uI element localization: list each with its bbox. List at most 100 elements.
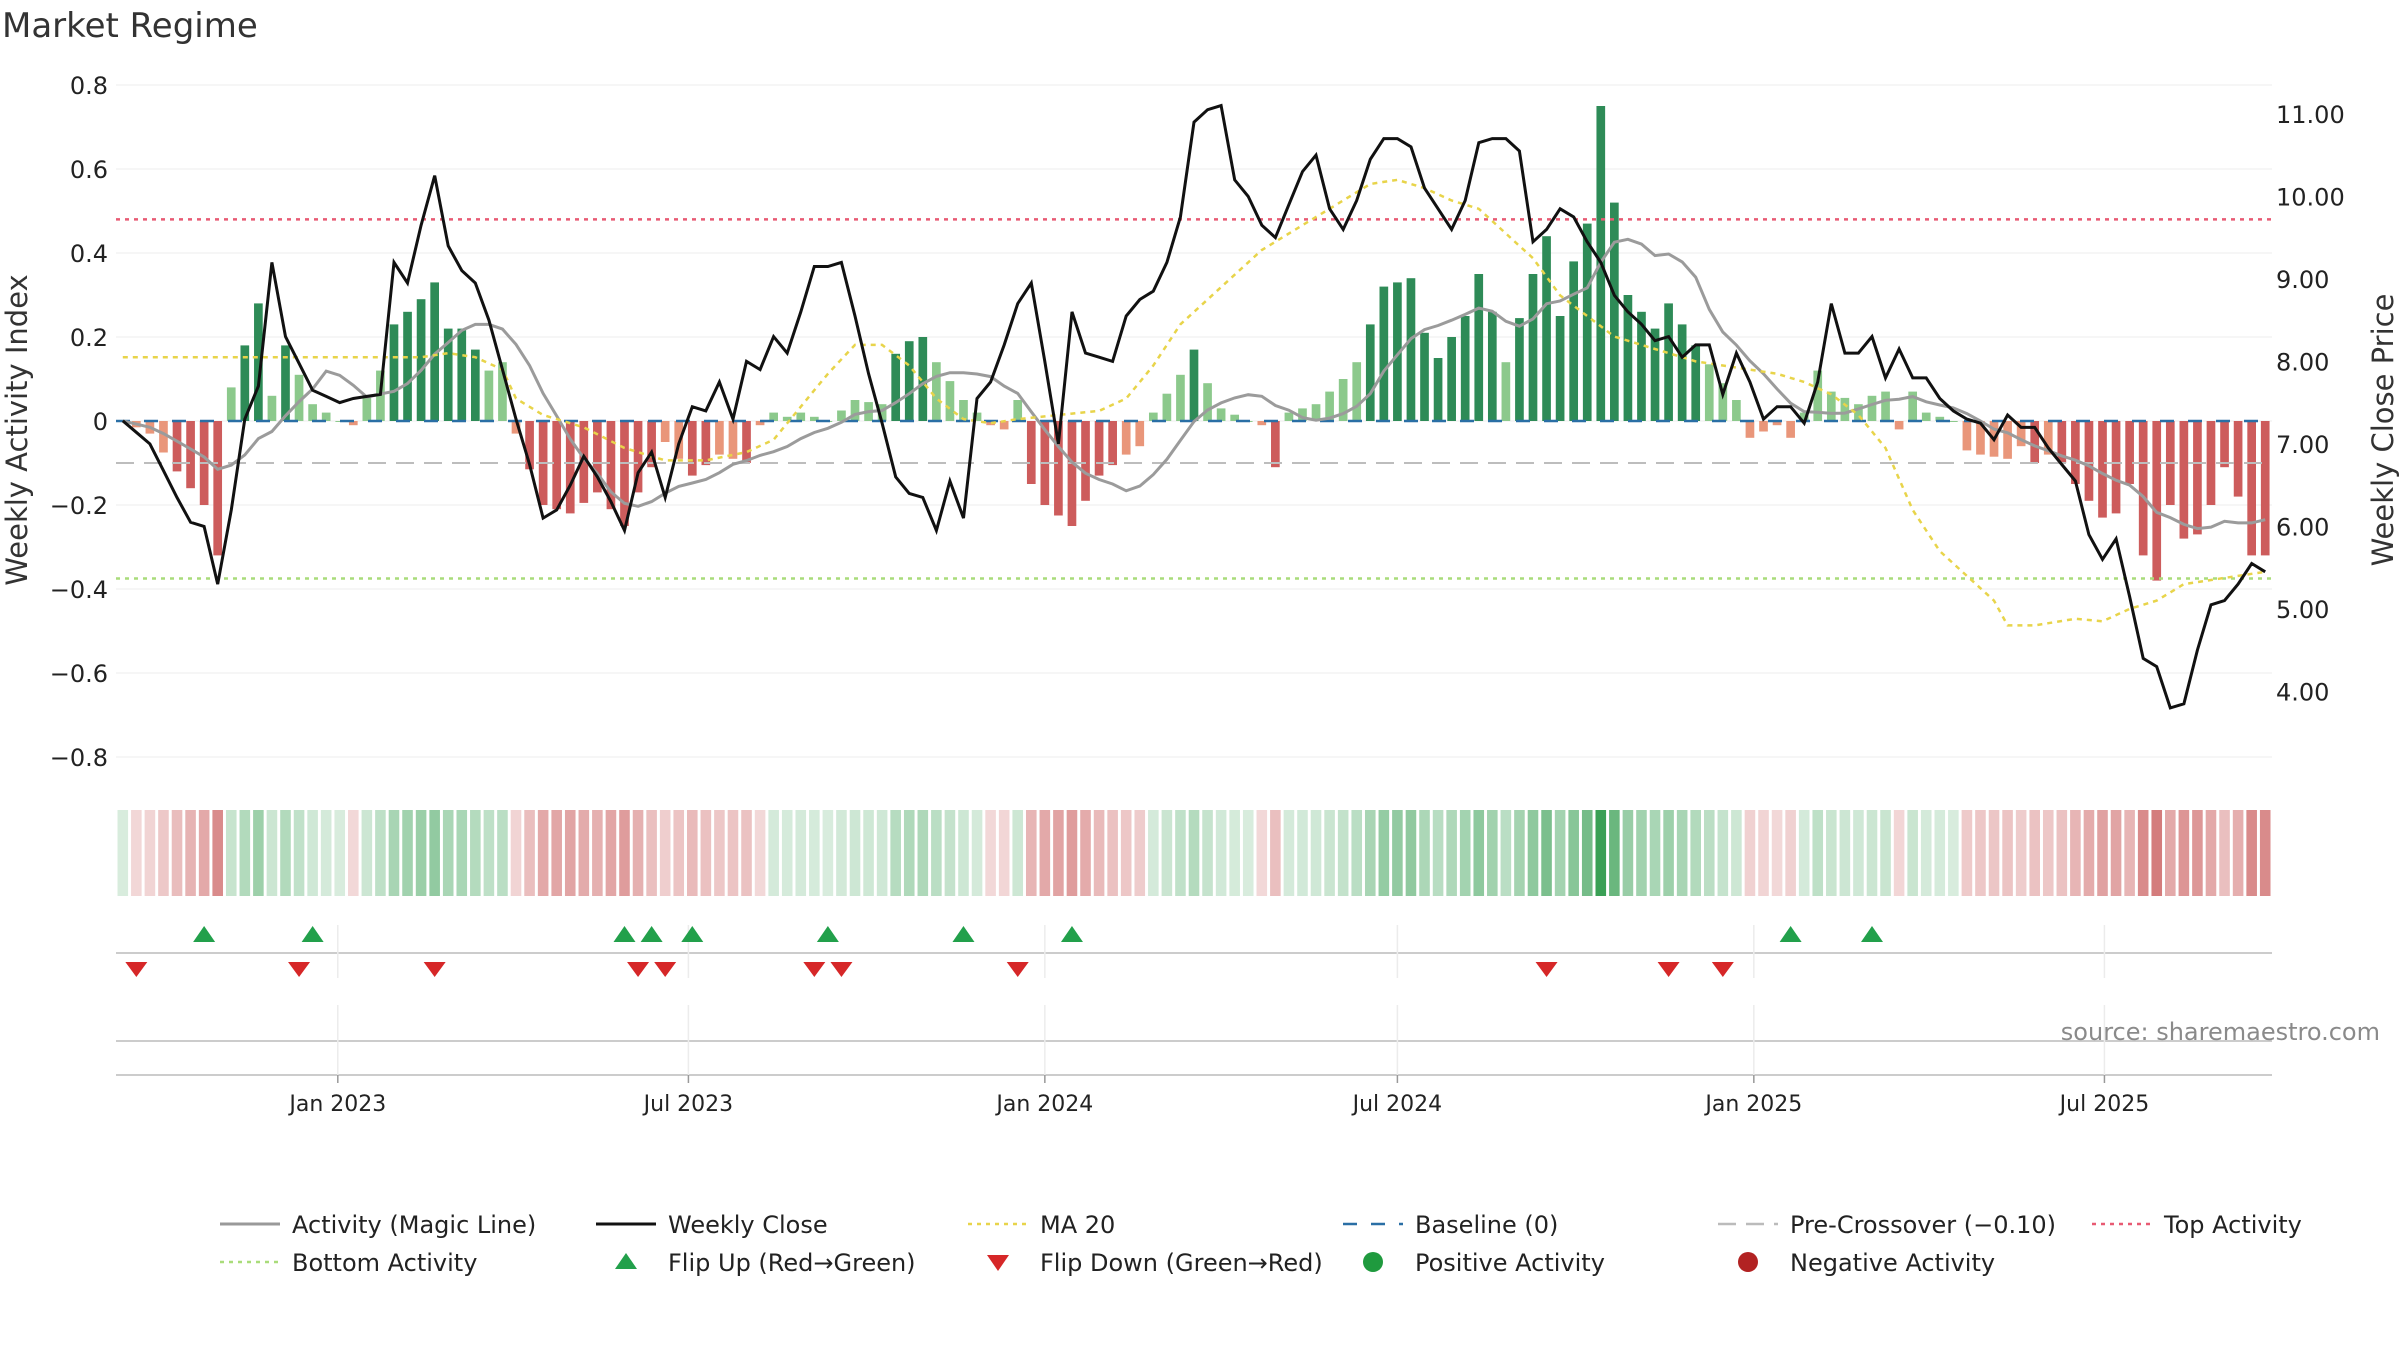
regime-strip-cell — [1961, 810, 1973, 896]
regime-strip-cell — [510, 810, 522, 896]
regime-strip-cell — [1134, 810, 1146, 896]
regime-strip-cell — [809, 810, 820, 896]
activity-bar — [254, 303, 263, 421]
activity-bar — [728, 421, 738, 459]
activity-bar — [1515, 318, 1524, 421]
activity-bar — [877, 404, 887, 421]
regime-strip-cell — [1771, 810, 1783, 896]
activity-bar — [660, 421, 670, 442]
activity-bar — [1148, 412, 1158, 421]
regime-strip-cell — [144, 810, 156, 896]
regime-strip-cell — [2259, 810, 2271, 896]
activity-bar — [850, 400, 860, 421]
activity-bar — [1718, 383, 1728, 421]
activity-bar — [565, 421, 575, 514]
activity-bar — [1894, 421, 1904, 430]
regime-strip-cell — [1473, 810, 1485, 896]
legend-label: Negative Activity — [1790, 1249, 1995, 1277]
activity-bar — [2247, 421, 2256, 556]
regime-strip-cell — [1866, 810, 1878, 896]
activity-bar — [769, 412, 778, 421]
regime-strip-cell — [849, 810, 861, 896]
activity-bar — [579, 421, 589, 503]
regime-strip-cell — [2042, 810, 2054, 896]
regime-strip-cell — [1080, 810, 1091, 896]
activity-bar — [1325, 391, 1334, 421]
activity-bar — [891, 353, 901, 421]
activity-bar — [1949, 421, 1958, 422]
activity-bar — [1081, 421, 1090, 501]
y-tick-label-right: 11.00 — [2276, 101, 2345, 129]
regime-strip-cell — [1893, 810, 1905, 896]
activity-bar — [1094, 421, 1104, 476]
activity-bar — [484, 370, 494, 421]
regime-strip-cell — [1487, 810, 1498, 896]
y-axis-label-right: Weekly Close Price — [2366, 294, 2400, 567]
legend-label: Activity (Magic Line) — [292, 1211, 536, 1239]
activity-bar — [687, 421, 697, 476]
regime-strip-cell — [1934, 810, 1946, 896]
flip-up-marker — [193, 926, 216, 942]
regime-strip-cell — [185, 810, 196, 896]
activity-bar — [620, 421, 629, 526]
y-tick-label-right: 7.00 — [2276, 431, 2329, 459]
regime-strip-cell — [1025, 810, 1037, 896]
regime-strip-cell — [1744, 810, 1756, 896]
regime-strip-cell — [483, 810, 495, 896]
activity-bar — [1677, 324, 1687, 421]
y-tick-label-right: 5.00 — [2276, 596, 2329, 624]
flip-down-marker — [288, 962, 311, 977]
regime-strip-cell — [1188, 810, 1200, 896]
flip-down-marker — [1657, 962, 1680, 977]
regime-strip-cell — [1595, 810, 1607, 896]
activity-bar — [389, 324, 399, 421]
activity-bar — [226, 387, 236, 421]
regime-strip-cell — [415, 810, 427, 896]
activity-bar — [2233, 421, 2243, 497]
x-tick-label: Jan 2024 — [994, 1092, 1093, 1117]
regime-strip-cell — [1256, 810, 1268, 896]
y-tick-label-left: 0 — [93, 408, 108, 436]
activity-bar — [701, 421, 711, 466]
activity-bar — [2084, 421, 2094, 501]
activity-bar — [1420, 332, 1429, 421]
activity-bar — [470, 349, 480, 421]
legend-label: Positive Activity — [1415, 1249, 1605, 1277]
weekly-close-series — [121, 103, 2266, 710]
activity-bar — [2152, 421, 2162, 581]
regime-strip-cell — [1378, 810, 1390, 896]
regime-strip-cell — [334, 810, 346, 896]
regime-strip-cell — [1012, 810, 1024, 896]
regime-strip-cell — [1541, 810, 1552, 896]
activity-bar — [1623, 295, 1633, 421]
flip-down-marker — [1006, 962, 1029, 977]
y-tick-label-left: 0.8 — [70, 72, 108, 100]
regime-strip-cell — [890, 810, 901, 896]
activity-bar — [904, 341, 914, 421]
activity-bar — [1393, 282, 1402, 421]
y-tick-label-left: −0.8 — [50, 744, 108, 772]
regime-strip-cell — [1649, 810, 1661, 896]
regime-strip-cell — [388, 810, 400, 896]
activity-bar — [945, 381, 955, 421]
source-note: source: sharemaestro.com — [2061, 1018, 2380, 1046]
regime-strip-cell — [348, 810, 359, 896]
activity-bar — [1474, 274, 1484, 421]
regime-strip-cell — [958, 810, 969, 896]
activity-bar — [443, 328, 453, 421]
regime-strip-cell — [1988, 810, 2000, 896]
flip-down-marker — [1711, 962, 1734, 977]
activity-bar — [1054, 421, 1063, 516]
regime-strip-cell — [2097, 810, 2108, 896]
regime-strip-cell — [1554, 810, 1566, 896]
activity-bar — [1528, 274, 1538, 421]
activity-bar — [2125, 421, 2134, 484]
regime-strip-cell — [1514, 810, 1525, 896]
regime-strip-cell — [903, 810, 915, 896]
activity-bar — [1976, 421, 1985, 455]
regime-strip-cell — [1148, 810, 1159, 896]
regime-strip-cell — [1161, 810, 1173, 896]
regime-strip-cell — [212, 810, 223, 896]
legend-label: Pre-Crossover (−0.10) — [1790, 1211, 2056, 1239]
